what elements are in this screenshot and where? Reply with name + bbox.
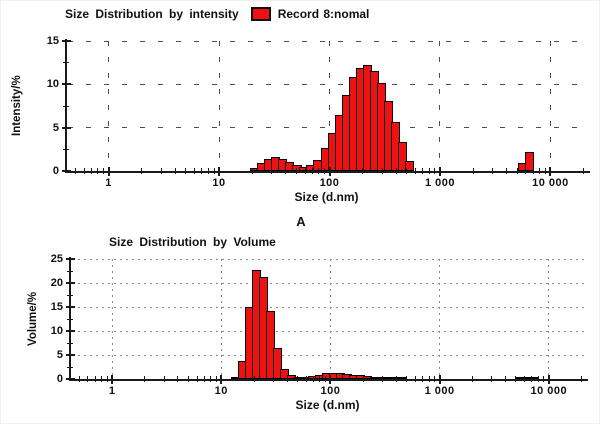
legend-swatch-icon — [250, 7, 271, 21]
legend-label: Record 8:nomal — [277, 7, 370, 21]
x-tick-label: 1 — [108, 385, 116, 397]
y-tick-label: 15 — [46, 35, 59, 47]
volume-title-row: Size Distribution by Volume — [109, 235, 276, 249]
vertical-gridline — [549, 41, 551, 171]
horizontal-gridline — [68, 83, 586, 85]
vertical-gridline — [111, 259, 113, 379]
horizontal-gridline — [72, 330, 584, 332]
y-tick-label: 10 — [46, 78, 59, 91]
histogram-bar — [530, 377, 540, 379]
y-tick-label: 15 — [50, 301, 63, 313]
histogram-bar — [524, 151, 534, 171]
y-tick-label: 0 — [52, 165, 59, 177]
vertical-gridline — [439, 41, 441, 171]
y-tick-label: 25 — [50, 253, 63, 265]
y-tick-label: 0 — [56, 373, 63, 385]
y-axis-line — [65, 39, 67, 173]
volume-plot-area: 1 10 100 1 000 10 000 0 5 10 15 20 25 — [51, 253, 588, 397]
x-axis-title: Size (d.nm) — [294, 190, 359, 204]
vertical-gridline — [108, 41, 110, 171]
histogram-bar — [279, 368, 289, 379]
horizontal-gridline — [72, 354, 584, 356]
horizontal-gridline — [72, 258, 584, 260]
x-axis-title: Size (d.nm) — [295, 398, 360, 412]
x-tick-label: 10 000 — [530, 385, 568, 397]
vertical-gridline — [329, 259, 331, 379]
horizontal-gridline — [72, 282, 584, 284]
x-tick-label: 10 — [214, 385, 228, 397]
vertical-gridline — [548, 259, 550, 379]
y-tick-label: 10 — [50, 325, 63, 337]
x-tick-label: 1 000 — [424, 177, 455, 189]
horizontal-gridline — [72, 306, 584, 308]
x-axis-line — [69, 379, 588, 381]
histogram-bar — [397, 142, 408, 171]
y-tick-label: 20 — [50, 277, 63, 289]
x-tick-label: 10 000 — [532, 177, 569, 189]
panel-label: A — [296, 214, 306, 229]
histogram-bar — [265, 310, 275, 379]
intensity-plot-area: 1 10 100 1 000 10 000 0 5 10 15 — [47, 35, 590, 189]
chart-title: Size Distribution by intensity — [65, 7, 239, 21]
y-tick-label: 5 — [52, 121, 59, 134]
histogram-bar — [272, 348, 283, 379]
x-tick-label: 1 — [105, 177, 112, 189]
vertical-gridline — [220, 259, 222, 379]
y-axis-title: Intensity/% — [11, 75, 23, 137]
x-tick-label: 1 000 — [424, 385, 455, 397]
horizontal-gridline — [68, 40, 586, 42]
vertical-gridline — [218, 41, 220, 171]
histogram-bar — [405, 160, 415, 171]
horizontal-gridline — [68, 127, 586, 129]
intensity-title-row: Size Distribution by intensity Record 8:… — [65, 7, 369, 21]
vertical-gridline — [329, 41, 330, 171]
y-axis-line — [69, 257, 71, 381]
vertical-gridline — [439, 259, 441, 379]
y-tick-label: 5 — [56, 349, 63, 361]
chart-title: Size Distribution by Volume — [109, 235, 276, 249]
x-tick-label: 100 — [319, 177, 340, 189]
x-tick-label: 10 — [212, 177, 226, 189]
x-axis-line — [65, 171, 590, 173]
x-tick-label: 100 — [320, 385, 341, 397]
